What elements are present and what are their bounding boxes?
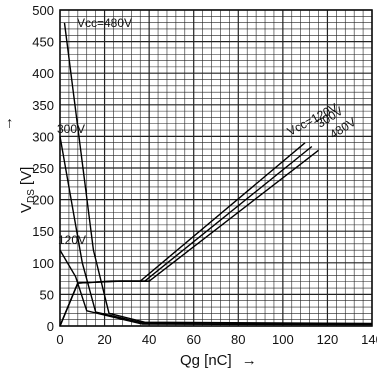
y-tick-label: 100 xyxy=(32,256,54,271)
y-tick-label: 50 xyxy=(40,287,54,302)
y-tick-label: 150 xyxy=(32,224,54,239)
x-tick-labels: 0 20 40 60 80 100 120 140 xyxy=(56,332,377,347)
plot-frame xyxy=(59,9,373,327)
x-axis-title: Qg [nC] → xyxy=(180,352,257,369)
y-tick-label: 500 xyxy=(32,3,54,18)
x-tick-label: 140 xyxy=(361,332,377,347)
plot-border xyxy=(59,9,373,327)
y-tick-label: 350 xyxy=(32,98,54,113)
y-tick-label: 450 xyxy=(32,35,54,50)
vds-curve-2 xyxy=(63,22,373,325)
y-tick-labels: 0 50 100 150 200 250 300 350 400 450 500 xyxy=(32,3,54,334)
y-tick-label: 0 xyxy=(47,319,54,334)
vds-curve-0 xyxy=(59,249,373,326)
x-tick-label: 40 xyxy=(142,332,156,347)
x-tick-label: 100 xyxy=(272,332,294,347)
x-tick-label: 20 xyxy=(97,332,111,347)
vcc-120-label: 120V xyxy=(58,233,86,247)
x-tick-label: 80 xyxy=(231,332,245,347)
y-axis-title: VDS [V] xyxy=(18,167,37,213)
vcc-300-label: 300V xyxy=(57,122,85,136)
y-axis-arrow: → xyxy=(0,116,16,131)
x-axis-arrow: → xyxy=(242,352,257,369)
charge-curve-2 xyxy=(59,149,319,327)
x-tick-label: 120 xyxy=(317,332,339,347)
y-tick-label: 250 xyxy=(32,161,54,176)
x-axis-label: Qg [nC] xyxy=(180,352,232,369)
y-tick-label: 400 xyxy=(32,66,54,81)
svg-text:VDS[V]: VDS [V] xyxy=(18,167,37,213)
curves xyxy=(59,22,373,327)
x-tick-label: 0 xyxy=(56,332,63,347)
y-axis-label: V xyxy=(18,203,35,213)
y-tick-label: 300 xyxy=(32,129,54,144)
vcc-480-label: Vcc=480V xyxy=(77,16,132,30)
y-axis-subscript: DS xyxy=(26,189,37,203)
y-tick-label: 200 xyxy=(32,193,54,208)
y-axis-unit: [V] xyxy=(18,167,35,185)
x-tick-label: 60 xyxy=(186,332,200,347)
